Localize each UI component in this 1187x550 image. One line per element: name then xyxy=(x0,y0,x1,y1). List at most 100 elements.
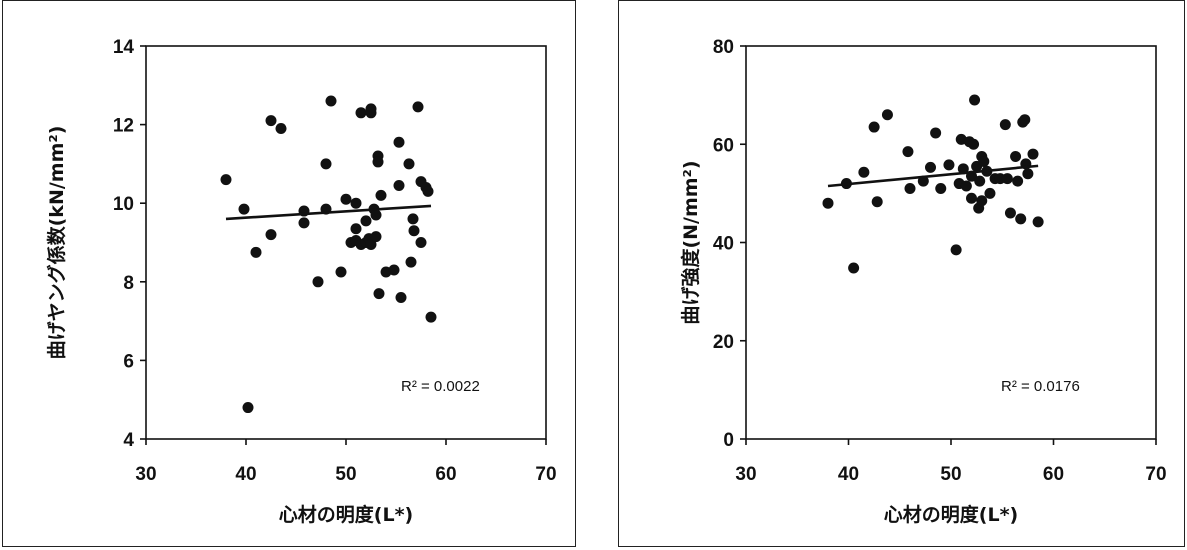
data-point xyxy=(298,217,310,229)
data-point xyxy=(902,146,914,158)
y-tick-label: 60 xyxy=(713,135,734,156)
chart-panel-strength: 0 20 40 60 80 30 40 50 60 70 心材の明度(L*) 曲げ強度(N/mm²) R… xyxy=(618,0,1185,547)
x-tick-label: 70 xyxy=(1145,464,1166,485)
data-point xyxy=(1027,148,1039,160)
data-point xyxy=(1022,168,1034,180)
x-tick-label: 40 xyxy=(838,464,859,485)
y-tick-label: 40 xyxy=(713,234,734,255)
y-tick-label: 6 xyxy=(123,351,134,372)
y-tick-label: 12 xyxy=(113,116,134,137)
data-point xyxy=(858,166,870,178)
data-point xyxy=(943,159,955,171)
data-point xyxy=(408,225,420,237)
chart-panel-modulus: 4 6 8 10 12 14 30 40 50 60 70 心材の明度(L*) 曲げヤング係数(kN/m… xyxy=(2,0,576,547)
data-point xyxy=(984,187,996,199)
x-axis-title: 心材の明度(L*) xyxy=(279,503,413,526)
data-point xyxy=(976,195,988,207)
data-point xyxy=(968,138,980,150)
data-point xyxy=(275,123,287,135)
data-point xyxy=(373,288,385,300)
data-point xyxy=(265,229,277,241)
data-point xyxy=(320,158,332,170)
data-point xyxy=(1032,216,1044,228)
plot-area xyxy=(745,45,1157,440)
data-point xyxy=(1001,173,1013,185)
data-point xyxy=(978,155,990,167)
data-point xyxy=(350,223,362,235)
data-point xyxy=(238,203,250,215)
x-tick-label: 70 xyxy=(535,464,556,485)
data-point xyxy=(930,127,942,139)
data-point xyxy=(375,189,387,201)
y-axis-title: 曲げ強度(N/mm²) xyxy=(679,160,702,324)
data-point xyxy=(405,256,417,268)
data-point xyxy=(350,197,362,209)
y-tick-label: 20 xyxy=(713,332,734,353)
data-point xyxy=(969,94,981,106)
data-point xyxy=(360,215,372,227)
trend-line xyxy=(225,204,432,221)
data-point xyxy=(1012,175,1024,187)
trend-line xyxy=(827,164,1039,188)
x-tick-label: 40 xyxy=(235,464,256,485)
data-point xyxy=(365,107,377,119)
data-point xyxy=(999,119,1011,131)
data-point xyxy=(220,174,232,186)
y-tick-label: 8 xyxy=(123,273,134,294)
y-tick-label: 0 xyxy=(723,430,734,451)
data-point xyxy=(422,185,434,197)
data-point xyxy=(250,246,262,258)
data-point xyxy=(393,136,405,148)
data-point xyxy=(950,244,962,256)
data-point xyxy=(848,262,860,274)
data-point xyxy=(1015,213,1027,225)
data-point xyxy=(370,231,382,243)
strength-scatter-chart: 0 20 40 60 80 30 40 50 60 70 心材の明度(L*) 曲げ強度(N/mm²) R… xyxy=(679,37,1167,526)
data-point xyxy=(1004,207,1016,219)
x-tick-label: 60 xyxy=(1043,464,1064,485)
data-point xyxy=(388,264,400,276)
data-point xyxy=(412,101,424,113)
x-tick-label: 60 xyxy=(435,464,456,485)
data-point xyxy=(425,311,437,323)
r-squared-label: R² = 0.0176 xyxy=(1001,378,1080,395)
y-tick-label: 80 xyxy=(713,37,734,58)
data-point xyxy=(312,276,324,288)
modulus-scatter-chart: 4 6 8 10 12 14 30 40 50 60 70 心材の明度(L*) 曲げヤング係数(kN/m… xyxy=(45,37,557,526)
data-point xyxy=(335,266,347,278)
x-axis-title: 心材の明度(L*) xyxy=(884,503,1018,526)
data-point xyxy=(881,109,893,121)
y-tick-label: 4 xyxy=(123,430,134,451)
data-point xyxy=(1019,114,1031,126)
data-point xyxy=(365,238,377,250)
x-tick-label: 50 xyxy=(335,464,356,485)
data-point xyxy=(325,95,337,107)
data-point xyxy=(370,209,382,221)
data-point xyxy=(393,180,405,192)
data-point xyxy=(868,121,880,133)
data-point xyxy=(904,182,916,194)
x-tick-label: 30 xyxy=(735,464,756,485)
data-point xyxy=(871,196,883,208)
data-point xyxy=(960,180,972,192)
data-point xyxy=(395,292,407,304)
data-point xyxy=(822,197,834,209)
data-point xyxy=(242,402,254,414)
y-tick-label: 14 xyxy=(113,37,135,58)
data-point xyxy=(966,192,977,204)
data-point xyxy=(935,182,947,194)
r-squared-label: R² = 0.0022 xyxy=(401,378,480,395)
data-point xyxy=(415,237,427,248)
x-tick-label: 30 xyxy=(135,464,156,485)
x-tick-label: 50 xyxy=(940,464,961,485)
data-point xyxy=(340,193,352,205)
data-point xyxy=(407,213,419,225)
data-point xyxy=(974,175,986,187)
data-point xyxy=(372,156,384,168)
data-point xyxy=(403,158,415,170)
y-axis-title: 曲げヤング係数(kN/mm²) xyxy=(45,126,68,360)
data-point xyxy=(265,115,277,127)
y-tick-label: 10 xyxy=(113,194,134,215)
data-point xyxy=(1010,151,1022,163)
data-point xyxy=(355,107,367,119)
